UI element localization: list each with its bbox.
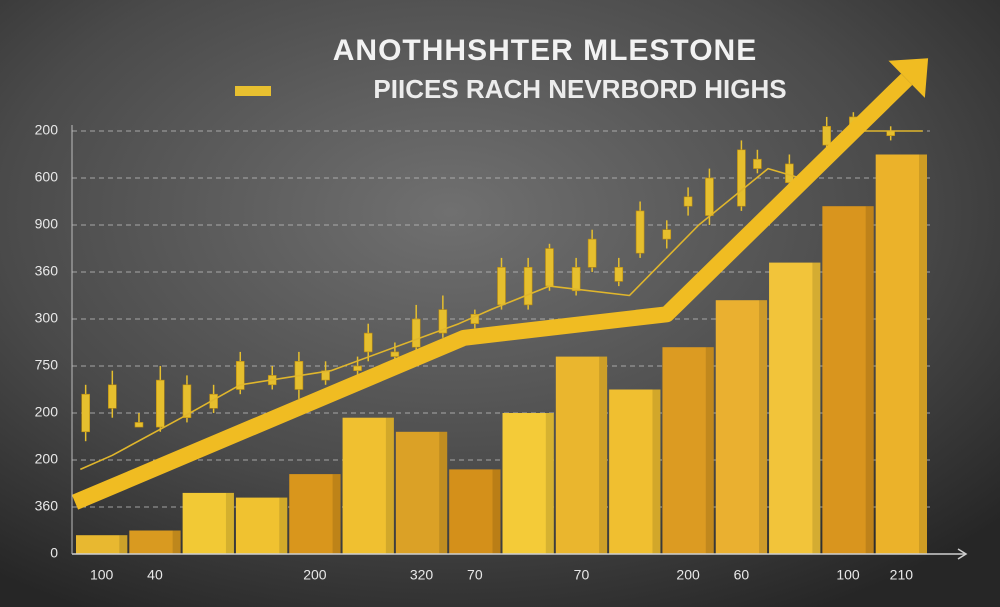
bar [235, 497, 288, 554]
bar-shade [172, 530, 181, 554]
x-tick-label: 200 [303, 567, 327, 583]
bar-shade [759, 300, 768, 554]
candle-body [571, 266, 581, 292]
chart-title: ANOTHHSHTER MLESTONE [333, 34, 757, 67]
arrow-line [71, 73, 913, 510]
y-tick-label: 600 [35, 169, 59, 185]
y-tick-label: 300 [35, 310, 59, 326]
x-axis-arrow [957, 548, 968, 560]
x-tick-label: 100 [90, 567, 114, 583]
bar [289, 474, 341, 554]
candle-body [523, 266, 533, 306]
candle-body [683, 196, 693, 207]
candle-body [81, 393, 90, 433]
x-tick-label: 70 [467, 567, 483, 583]
bar-shade [119, 535, 128, 554]
bar [449, 469, 501, 554]
bar [502, 413, 554, 554]
bar [662, 347, 714, 554]
y-tick-label: 0 [50, 545, 58, 561]
trend-line [80, 130, 923, 471]
y-tick-label: 360 [35, 498, 59, 514]
bar-shade [439, 431, 448, 554]
candle-body [411, 318, 421, 348]
bar [609, 389, 661, 554]
x-tick-label: 320 [410, 567, 434, 583]
candle-body [635, 210, 645, 254]
bar [395, 431, 448, 554]
candle-body [822, 126, 832, 146]
y-tick-label: 360 [35, 263, 59, 279]
bar-shade [279, 497, 288, 554]
candle-body [545, 248, 554, 287]
bar-shade [705, 347, 714, 554]
candle-body [235, 360, 245, 390]
legend-swatch [235, 86, 271, 96]
candle-body [182, 384, 192, 418]
candle-body [705, 177, 714, 216]
bar [769, 262, 821, 554]
x-tick-label: 60 [734, 567, 750, 583]
candle-body [587, 238, 597, 268]
y-tick-label: 200 [35, 451, 59, 467]
bars [76, 154, 927, 554]
bar [875, 154, 927, 554]
candle-body [753, 158, 762, 169]
bar-shade [865, 206, 874, 554]
candle-body [363, 332, 373, 353]
bar [182, 492, 234, 554]
bar [129, 530, 181, 554]
chart-subtitle: PIICES RACH NEVRBORD HIGHS [373, 74, 786, 104]
x-tick-label: 200 [676, 567, 700, 583]
bar [715, 300, 768, 554]
labels: 0 360 200 200 750 300 360 900 600 200 100 40 200 320 7… [35, 122, 914, 583]
bar-shade [599, 356, 608, 554]
candle-body [497, 266, 506, 306]
candle-body [438, 309, 448, 334]
candle-body [614, 266, 624, 282]
candle-body [134, 422, 144, 428]
y-tick-label: 900 [35, 216, 59, 232]
lines [71, 58, 929, 510]
bar-shade [812, 262, 821, 554]
y-tick-label: 200 [35, 404, 59, 420]
candle-body [737, 149, 746, 207]
arrow-head [888, 58, 929, 98]
candle-body [108, 384, 117, 409]
candle-body [662, 229, 672, 240]
bar [76, 535, 128, 554]
bar-shade [225, 492, 234, 554]
y-tick-label: 750 [35, 357, 59, 373]
x-tick-label: 70 [574, 567, 590, 583]
x-tick-label: 210 [890, 567, 914, 583]
bar-shade [385, 417, 394, 554]
bar-shade [492, 469, 501, 554]
y-tick-label: 200 [35, 122, 59, 138]
bar [822, 206, 874, 554]
bar-shade [545, 413, 554, 554]
candle-body [353, 365, 362, 371]
x-tick-label: 100 [836, 567, 860, 583]
candle-body [156, 379, 165, 428]
bar [342, 417, 394, 554]
bar [555, 356, 608, 554]
candle-body [321, 370, 330, 381]
bar-shade [652, 389, 661, 554]
bar-shade [332, 474, 341, 554]
x-tick-label: 40 [147, 567, 163, 583]
bar-shade [919, 154, 927, 554]
candle-body [390, 351, 400, 357]
